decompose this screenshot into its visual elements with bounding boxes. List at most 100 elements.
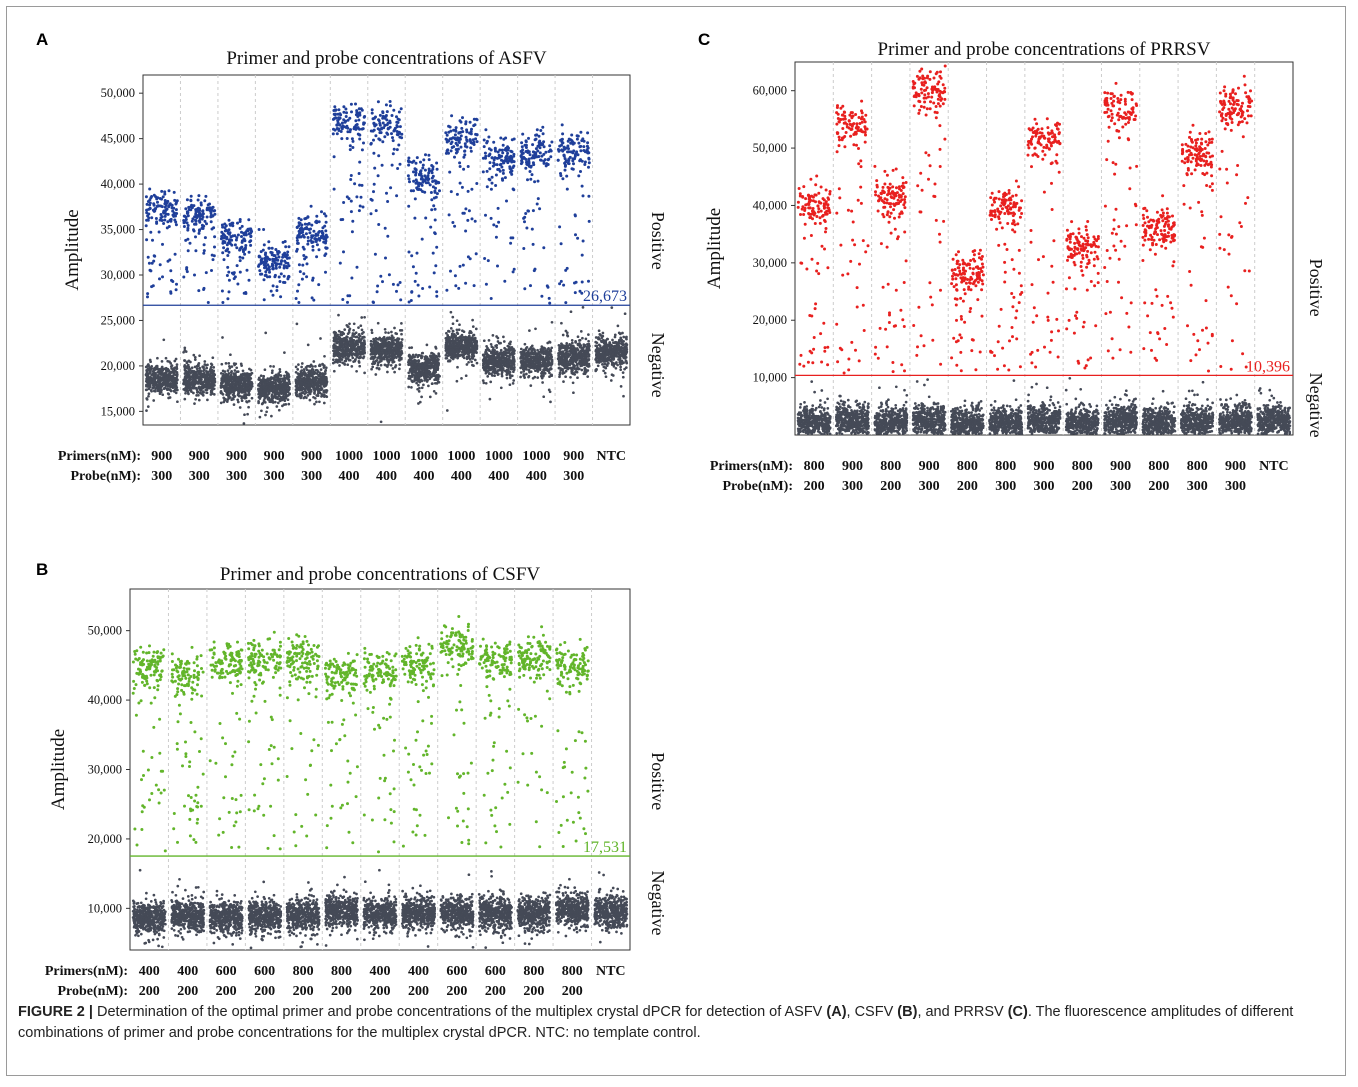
droplet-negative [388, 354, 391, 357]
droplet-positive [336, 119, 340, 123]
droplet-positive [413, 279, 417, 283]
droplet-positive [155, 204, 159, 208]
droplet-positive [277, 275, 281, 279]
droplet-negative [188, 375, 192, 378]
droplet-positive [324, 239, 328, 243]
droplet-positive [171, 280, 175, 283]
droplet-negative [319, 337, 322, 340]
droplet-positive [469, 146, 473, 150]
droplet-negative [352, 338, 356, 342]
droplet-positive [359, 195, 363, 199]
droplet-negative [176, 400, 179, 404]
droplet-positive [265, 268, 269, 271]
droplet-positive [282, 274, 286, 278]
droplet-positive [228, 231, 232, 235]
droplet-negative [457, 328, 461, 332]
droplet-positive [273, 254, 277, 258]
droplet-negative [357, 361, 361, 364]
chart-panel-a: Primer and probe concentrations of ASFV1… [58, 48, 668, 484]
droplet-negative [201, 394, 205, 397]
droplet-negative [396, 351, 399, 355]
droplet-positive [146, 214, 150, 218]
droplet-positive [220, 230, 224, 234]
droplet-positive [305, 262, 309, 266]
droplet-negative [339, 333, 342, 337]
droplet-negative [345, 339, 349, 343]
droplet-negative [152, 399, 156, 402]
droplet-negative [279, 388, 283, 391]
droplet-positive [279, 262, 283, 266]
droplet-positive [148, 187, 152, 191]
droplet-positive [247, 278, 251, 282]
droplet-positive [373, 252, 377, 256]
droplet-negative [232, 362, 236, 365]
droplet-negative [427, 372, 431, 376]
droplet-negative [236, 393, 240, 397]
droplet-negative [312, 360, 316, 363]
droplet-positive [297, 301, 301, 304]
droplet-negative [279, 377, 283, 381]
droplet-negative [315, 369, 319, 372]
droplet-positive [229, 235, 233, 239]
droplet-negative [394, 364, 398, 367]
droplet-negative [221, 384, 224, 388]
droplet-positive [432, 271, 436, 275]
droplet-positive [310, 223, 314, 227]
droplet-positive [163, 190, 167, 194]
droplet-negative [228, 376, 232, 380]
y-tick-label: 15,000 [101, 404, 135, 418]
droplet-positive [465, 145, 469, 149]
droplet-positive [263, 266, 266, 270]
droplet-negative [159, 390, 163, 394]
droplet-negative [354, 331, 358, 335]
droplet-positive [213, 209, 217, 213]
droplet-positive [305, 227, 309, 231]
droplet-positive [315, 243, 319, 247]
droplet-negative [338, 364, 341, 367]
droplet-positive [369, 141, 373, 145]
droplet-negative [419, 363, 423, 367]
droplet-positive [433, 218, 437, 222]
droplet-positive [305, 275, 309, 279]
droplet-negative [307, 387, 311, 390]
droplet-positive [147, 261, 151, 265]
droplet-negative [392, 342, 396, 346]
droplet-negative [147, 364, 150, 368]
droplet-negative [324, 377, 327, 381]
droplet-positive [449, 149, 453, 153]
droplet-positive [417, 184, 421, 188]
droplet-positive [297, 216, 301, 220]
droplet-positive [227, 218, 231, 222]
droplet-positive [160, 215, 164, 219]
droplet-negative [451, 344, 454, 348]
droplet-negative [467, 348, 471, 351]
droplet-positive [466, 189, 470, 193]
droplet-negative [221, 336, 224, 339]
droplet-positive [243, 252, 247, 256]
droplet-positive [197, 289, 201, 293]
droplet-negative [156, 374, 160, 377]
droplet-positive [348, 130, 352, 134]
droplet-negative [471, 318, 474, 322]
droplet-negative [236, 400, 240, 404]
droplet-negative [244, 394, 248, 398]
droplet-negative [235, 366, 239, 370]
droplet-positive [150, 285, 154, 289]
droplet-positive [349, 174, 353, 177]
droplet-negative [273, 391, 276, 395]
droplet-positive [453, 155, 456, 159]
droplet-positive [447, 151, 450, 155]
droplet-negative [302, 368, 306, 371]
droplet-positive [203, 219, 207, 223]
droplet-negative [269, 364, 272, 368]
droplet-positive [210, 269, 213, 272]
droplet-negative [445, 336, 449, 340]
droplet-positive [434, 264, 438, 268]
droplet-negative [205, 376, 209, 380]
droplet-positive [242, 238, 246, 241]
droplet-negative [334, 354, 337, 357]
droplet-negative [448, 359, 452, 363]
panel-letter-a: A [36, 30, 48, 50]
droplet-positive [398, 162, 402, 166]
droplet-negative [241, 369, 245, 373]
